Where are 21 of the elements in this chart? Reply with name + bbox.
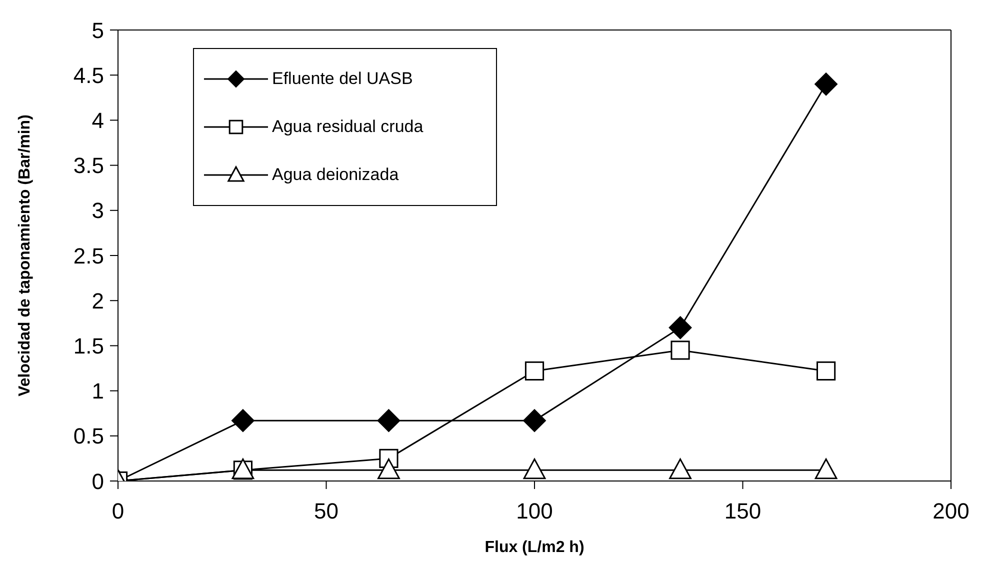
- legend-label: Agua deionizada: [272, 165, 399, 185]
- y-tick-label: 4: [92, 108, 104, 134]
- y-axis-title: Velocidad de taponamiento (Bar/min): [16, 114, 34, 396]
- y-tick-label: 0: [92, 468, 104, 494]
- x-axis-title: Flux (L/m2 h): [484, 539, 584, 556]
- y-tick-label: 3.5: [73, 153, 104, 178]
- x-tick-label: 100: [516, 498, 553, 524]
- y-tick-label: 3: [92, 198, 104, 224]
- y-tick-label: 1: [92, 378, 104, 404]
- legend-label: Agua residual cruda: [272, 117, 424, 137]
- legend-label: Efluente del UASB: [272, 69, 413, 89]
- y-tick-label: 1.5: [73, 334, 104, 359]
- x-tick-label: 150: [724, 498, 762, 524]
- y-tick-label: 2.5: [73, 243, 104, 268]
- y-tick-label: 0.5: [73, 424, 104, 449]
- x-tick-label: 50: [314, 498, 338, 524]
- y-tick-label: 4.5: [73, 62, 104, 88]
- y-tick-label: 2: [92, 288, 104, 314]
- x-tick-label: 200: [932, 498, 970, 524]
- y-tick-label: 5: [92, 18, 104, 43]
- x-tick-label: 0: [112, 498, 124, 524]
